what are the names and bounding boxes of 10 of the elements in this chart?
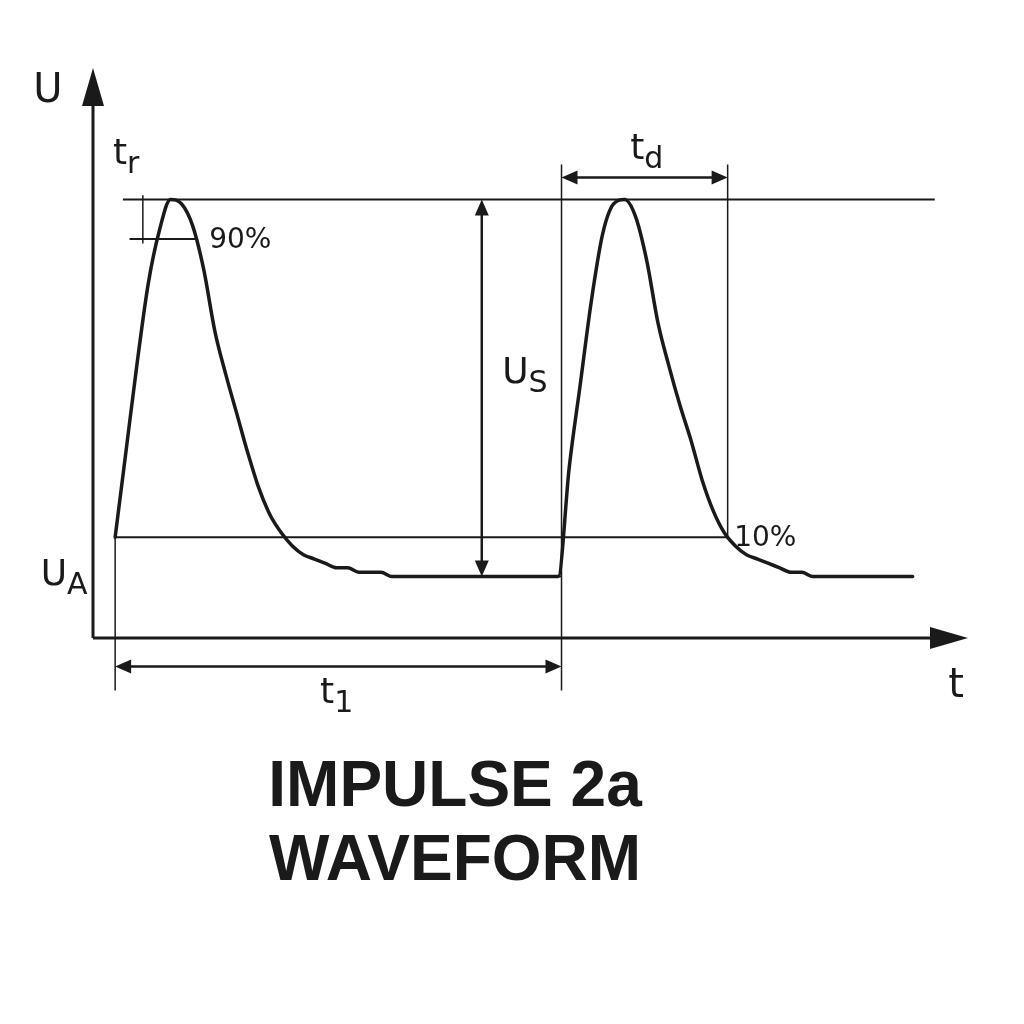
annotation: 90% [209, 222, 272, 255]
annotation: U$_{S}$ [502, 350, 548, 399]
x-axis-title: t [948, 660, 964, 706]
text: t$_{d}$ [630, 126, 664, 175]
text: t$_{r}$ [112, 131, 140, 180]
annotation: 10% [734, 520, 797, 554]
text: IMPULSE 2a WAVEFORM [267, 748, 644, 896]
y-axis-title: U [33, 65, 63, 111]
text: t$_{1}$ [320, 670, 354, 719]
text: U$_{A}$ [40, 552, 88, 601]
